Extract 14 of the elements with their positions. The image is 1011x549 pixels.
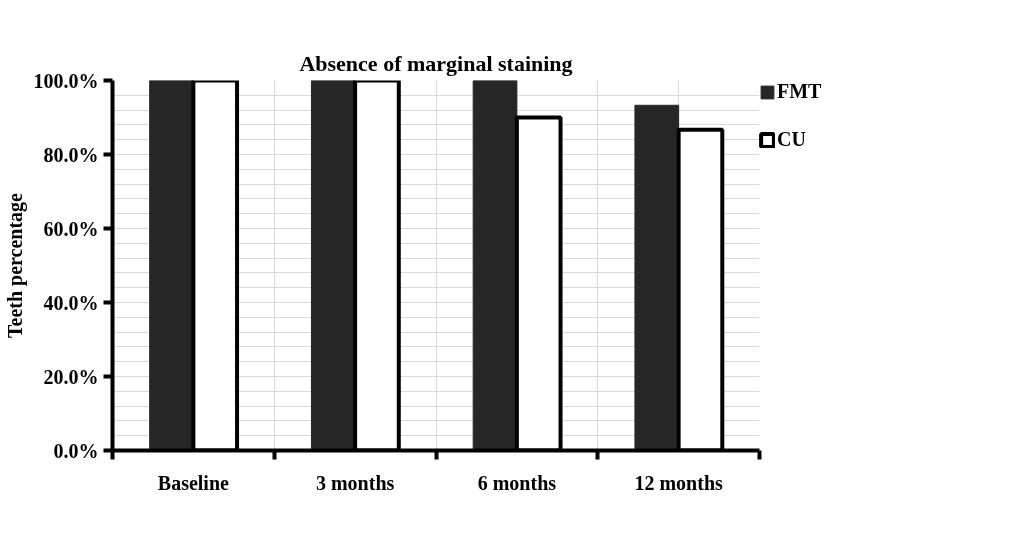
x-tick-label: 3 months <box>315 471 395 494</box>
y-tick-label: 40.0% <box>43 291 99 314</box>
y-tick-label: 60.0% <box>43 217 99 240</box>
y-tick-label: 0.0% <box>53 439 99 462</box>
x-tick-label: 6 months <box>477 471 557 494</box>
chart-title: Absence of marginal staining <box>299 50 573 76</box>
legend-label: FMT <box>777 80 823 103</box>
y-tick-label: 100.0% <box>33 69 99 92</box>
y-tick-label: 20.0% <box>43 365 99 388</box>
y-tick-label: 80.0% <box>43 143 99 166</box>
legend-label: CU <box>777 128 807 151</box>
x-tick-label: 12 months <box>634 471 724 494</box>
y-axis-title: Teeth percentage <box>3 192 27 338</box>
x-tick-label: Baseline <box>157 471 230 494</box>
